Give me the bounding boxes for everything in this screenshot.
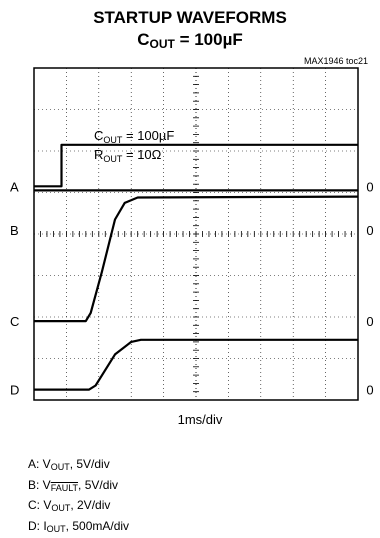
x-axis-label: 1ms/div: [0, 412, 380, 427]
annotation-rout: ROUT = 10Ω: [94, 147, 162, 164]
legend-prefix: C: V: [28, 498, 51, 512]
legend-entry-c: C: VOUT, 2V/div: [28, 497, 129, 518]
legend-subscript: OUT: [51, 503, 70, 513]
legend-suffix: , 2V/div: [70, 498, 110, 512]
annotation-cout: COUT = 100µF: [94, 128, 174, 145]
trace-label-b: B: [10, 223, 19, 238]
trace-label-a: A: [10, 179, 19, 194]
legend-prefix: B: V: [28, 478, 51, 492]
scope-grid: [34, 68, 358, 400]
trace-label-d: D: [10, 383, 19, 398]
legend-suffix: , 5V/div: [78, 478, 118, 492]
zero-marker-a: 0: [366, 179, 373, 194]
annotation: COUT = 100µF ROUT = 10Ω: [94, 128, 174, 164]
legend-entry-b: B: VFAULT, 5V/div: [28, 477, 129, 498]
legend-suffix: , 500mA/div: [66, 519, 129, 533]
legend-suffix: , 5V/div: [70, 457, 110, 471]
legend-entry-a: A: VOUT, 5V/div: [28, 456, 129, 477]
legend-prefix: D: I: [28, 519, 47, 533]
legend-subscript: FAULT: [51, 483, 78, 493]
legend-prefix: A: V: [28, 457, 51, 471]
trace-labels: A 0 B 0 C 0 D 0: [10, 179, 374, 397]
zero-marker-d: 0: [366, 383, 373, 398]
zero-marker-b: 0: [366, 223, 373, 238]
zero-marker-c: 0: [366, 314, 373, 329]
legend-entry-d: D: IOUT, 500mA/div: [28, 518, 129, 538]
legend-subscript: OUT: [51, 462, 70, 472]
trace-label-c: C: [10, 314, 19, 329]
